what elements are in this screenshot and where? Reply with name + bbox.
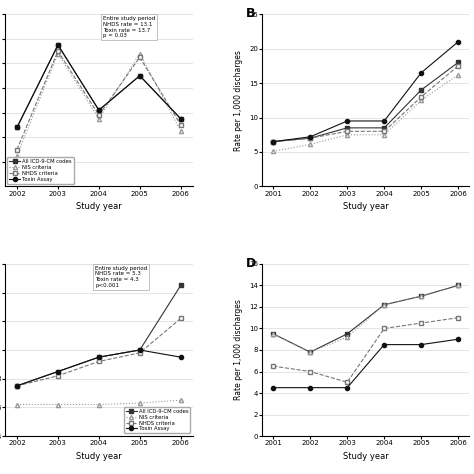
Legend: All ICD-9-CM codes, NIS criteria, NHDS criteria, Toxin Assay: All ICD-9-CM codes, NIS criteria, NHDS c… [124, 407, 191, 433]
Text: B: B [246, 7, 255, 20]
Text: D: D [246, 257, 256, 270]
X-axis label: Study year: Study year [343, 202, 389, 211]
Legend: All ICD-9-CM codes, NIS criteria, NHDS criteria, Toxin Assay: All ICD-9-CM codes, NIS criteria, NHDS c… [8, 157, 74, 184]
Text: Entire study period
NHDS rate = 5.3
Toxin rate = 4.3
p<0.001: Entire study period NHDS rate = 5.3 Toxi… [95, 265, 147, 288]
Y-axis label: Rate per 1,000 discharges: Rate per 1,000 discharges [235, 300, 244, 401]
X-axis label: Study year: Study year [343, 452, 389, 461]
X-axis label: Study year: Study year [76, 202, 122, 211]
Text: Entire study period
NHDS rate = 13.1
Toxin rate = 13.7
p = 0.03: Entire study period NHDS rate = 13.1 Tox… [103, 16, 155, 38]
Y-axis label: Rate per 1,000 discharges: Rate per 1,000 discharges [235, 50, 244, 151]
X-axis label: Study year: Study year [76, 452, 122, 461]
